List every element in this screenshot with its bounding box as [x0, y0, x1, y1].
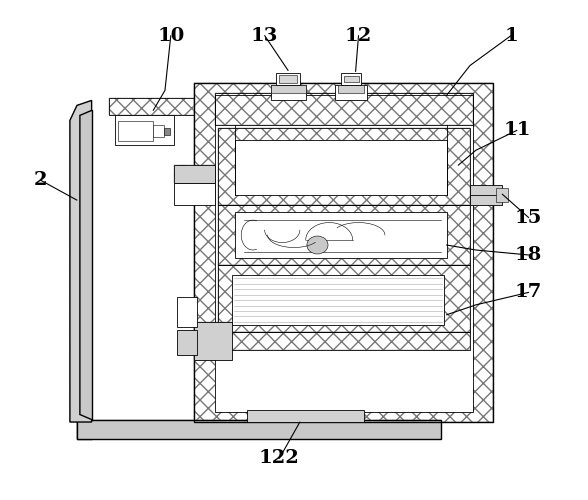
Text: 18: 18: [515, 246, 542, 264]
Bar: [218, 332, 470, 349]
Bar: [194, 83, 493, 422]
Bar: [215, 93, 473, 126]
Bar: [115, 116, 173, 146]
Bar: [109, 98, 194, 116]
Text: 17: 17: [515, 284, 542, 302]
Bar: [235, 212, 446, 258]
Bar: [173, 165, 215, 182]
Bar: [470, 185, 502, 205]
Text: 122: 122: [259, 450, 300, 468]
Bar: [215, 93, 473, 126]
Bar: [232, 275, 443, 325]
Text: 2: 2: [34, 171, 47, 189]
Text: 11: 11: [503, 122, 530, 140]
Bar: [218, 265, 470, 332]
Bar: [194, 322, 232, 360]
Bar: [77, 420, 440, 440]
Bar: [194, 322, 232, 360]
Bar: [164, 128, 170, 136]
Bar: [270, 86, 306, 100]
Bar: [118, 122, 153, 142]
Bar: [153, 126, 164, 138]
Bar: [77, 420, 440, 440]
Bar: [341, 73, 362, 86]
Bar: [218, 205, 470, 265]
Bar: [218, 128, 470, 205]
Bar: [338, 86, 365, 93]
Text: 10: 10: [157, 26, 185, 44]
Bar: [118, 122, 153, 142]
Bar: [173, 182, 215, 205]
Bar: [218, 332, 470, 349]
Bar: [247, 410, 365, 422]
Bar: [344, 76, 359, 82]
Text: 13: 13: [251, 26, 278, 44]
Bar: [279, 76, 297, 83]
Bar: [496, 188, 508, 202]
Bar: [276, 73, 300, 86]
Bar: [176, 330, 197, 354]
Text: 12: 12: [345, 26, 372, 44]
Bar: [194, 83, 493, 422]
Bar: [215, 96, 473, 412]
Bar: [109, 98, 194, 116]
Text: 1: 1: [504, 26, 518, 44]
Polygon shape: [70, 100, 92, 422]
Text: 15: 15: [515, 208, 542, 226]
Bar: [215, 96, 473, 412]
Bar: [218, 128, 470, 205]
Bar: [218, 265, 470, 332]
Bar: [335, 86, 368, 100]
Bar: [270, 86, 306, 93]
Bar: [77, 110, 92, 440]
Bar: [173, 165, 215, 182]
Bar: [176, 298, 197, 328]
Circle shape: [307, 236, 328, 254]
Bar: [218, 205, 470, 265]
Bar: [235, 140, 446, 195]
